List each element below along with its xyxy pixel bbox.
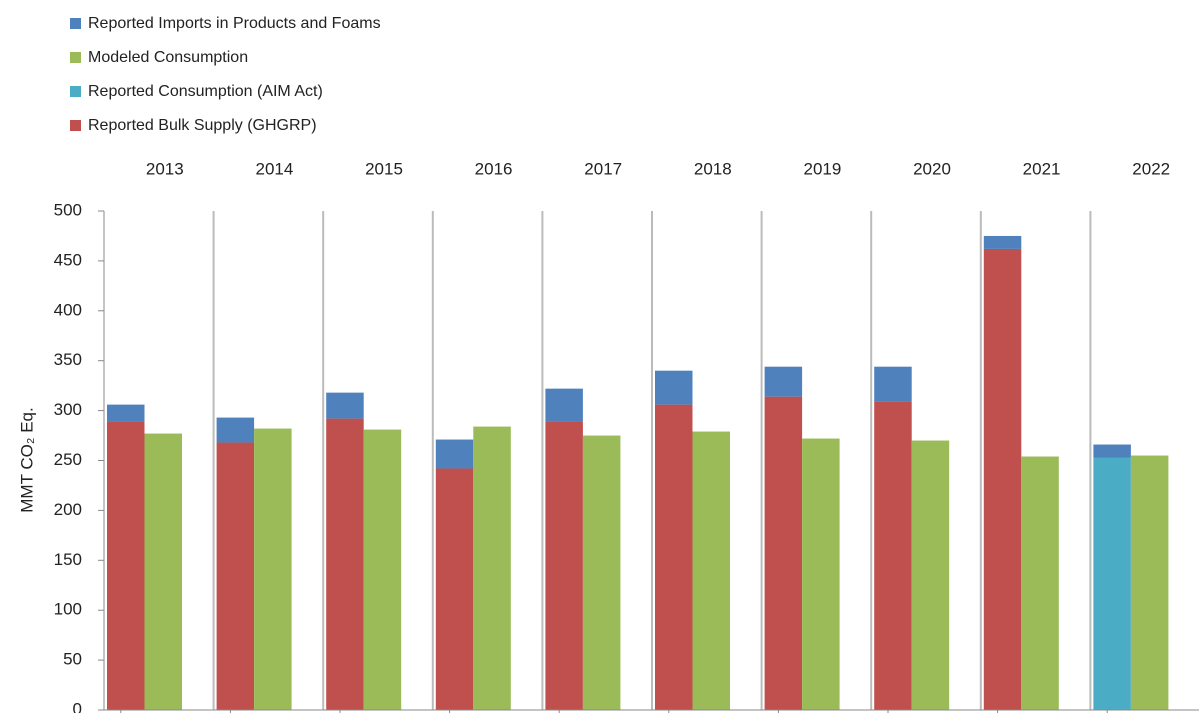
legend-label: Reported Bulk Supply (GHGRP) <box>88 117 317 134</box>
bar <box>692 431 730 710</box>
bar <box>326 418 364 710</box>
bar <box>216 442 255 710</box>
y-tick-label: 450 <box>54 250 82 269</box>
bar <box>435 468 474 710</box>
bar <box>655 404 693 710</box>
x-tick-label: 2015 <box>365 159 403 178</box>
y-tick-label: 250 <box>54 450 82 469</box>
y-tick-label: 400 <box>54 300 82 319</box>
y-tick-label: 100 <box>54 600 82 619</box>
x-tick-label: 2013 <box>146 159 184 178</box>
bar <box>107 421 145 710</box>
x-tick-label: 2017 <box>584 159 622 178</box>
bar <box>363 429 402 710</box>
bar <box>107 404 145 422</box>
bar <box>983 248 1022 710</box>
bar <box>326 392 364 419</box>
bar <box>655 370 693 405</box>
bar <box>216 417 255 443</box>
bar <box>254 428 292 710</box>
y-tick-label: 200 <box>54 500 82 519</box>
legend-swatch <box>70 86 81 97</box>
bar <box>582 435 621 710</box>
bar <box>1093 457 1131 710</box>
bar <box>983 235 1022 249</box>
legend-swatch <box>70 52 81 63</box>
x-tick-label: 2021 <box>1023 159 1061 178</box>
bar <box>764 366 803 397</box>
bar <box>1021 456 1059 710</box>
bar <box>545 421 583 710</box>
legend-swatch <box>70 120 81 131</box>
bar <box>473 426 511 710</box>
bar <box>911 440 950 710</box>
bar <box>435 439 474 469</box>
legend-label: Reported Imports in Products and Foams <box>88 15 381 32</box>
legend-label: Modeled Consumption <box>88 49 248 66</box>
bar <box>1130 455 1169 710</box>
y-tick-label: 50 <box>63 650 82 669</box>
x-tick-label: 2020 <box>913 159 951 178</box>
y-tick-label: 350 <box>54 350 82 369</box>
legend-swatch <box>70 18 81 29</box>
x-tick-label: 2019 <box>803 159 841 178</box>
legend-label: Reported Consumption (AIM Act) <box>88 83 323 100</box>
legend: Reported Imports in Products and Foams Mo… <box>70 15 381 134</box>
y-tick-label: 500 <box>54 200 82 219</box>
y-tick-label: 300 <box>54 400 82 419</box>
y-tick-label: 0 <box>73 699 82 713</box>
x-tick-label: 2014 <box>255 159 293 178</box>
y-tick-label: 150 <box>54 550 82 569</box>
y-axis-label: MMT CO₂ Eq. <box>17 407 36 512</box>
bar <box>764 396 803 710</box>
x-tick-label: 2018 <box>694 159 732 178</box>
bar <box>802 438 840 710</box>
bar <box>545 388 583 422</box>
bar <box>874 401 912 710</box>
x-tick-label: 2022 <box>1132 159 1170 178</box>
bar <box>144 433 182 710</box>
bar <box>1093 444 1131 458</box>
x-tick-label: 2016 <box>475 159 513 178</box>
bar <box>874 366 912 402</box>
